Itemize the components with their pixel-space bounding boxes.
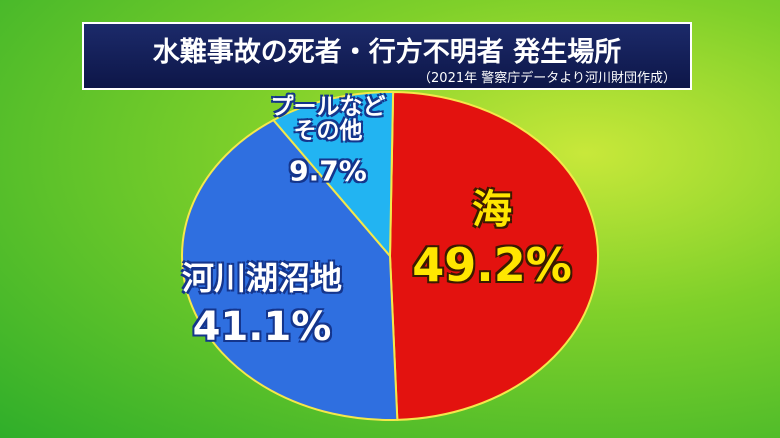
slice-label: プールなど その他 xyxy=(270,94,386,145)
pie-slice xyxy=(388,91,599,421)
title-box: 水難事故の死者・行方不明者 発生場所 （2021年 警察庁データより河川財団作成… xyxy=(82,22,692,90)
slice-label: 海 xyxy=(472,187,512,234)
pie-slice xyxy=(271,91,395,259)
value-label: 49.2% xyxy=(412,238,572,293)
chart-title: 水難事故の死者・行方不明者 発生場所 xyxy=(152,37,622,68)
value-label: 9.7% xyxy=(289,154,367,188)
slice-label: 河川湖沼地 xyxy=(181,259,343,298)
pie-slice xyxy=(181,118,399,421)
value-label: 41.1% xyxy=(192,304,332,350)
chart-subtitle: （2021年 警察庁データより河川財団作成） xyxy=(418,71,676,86)
